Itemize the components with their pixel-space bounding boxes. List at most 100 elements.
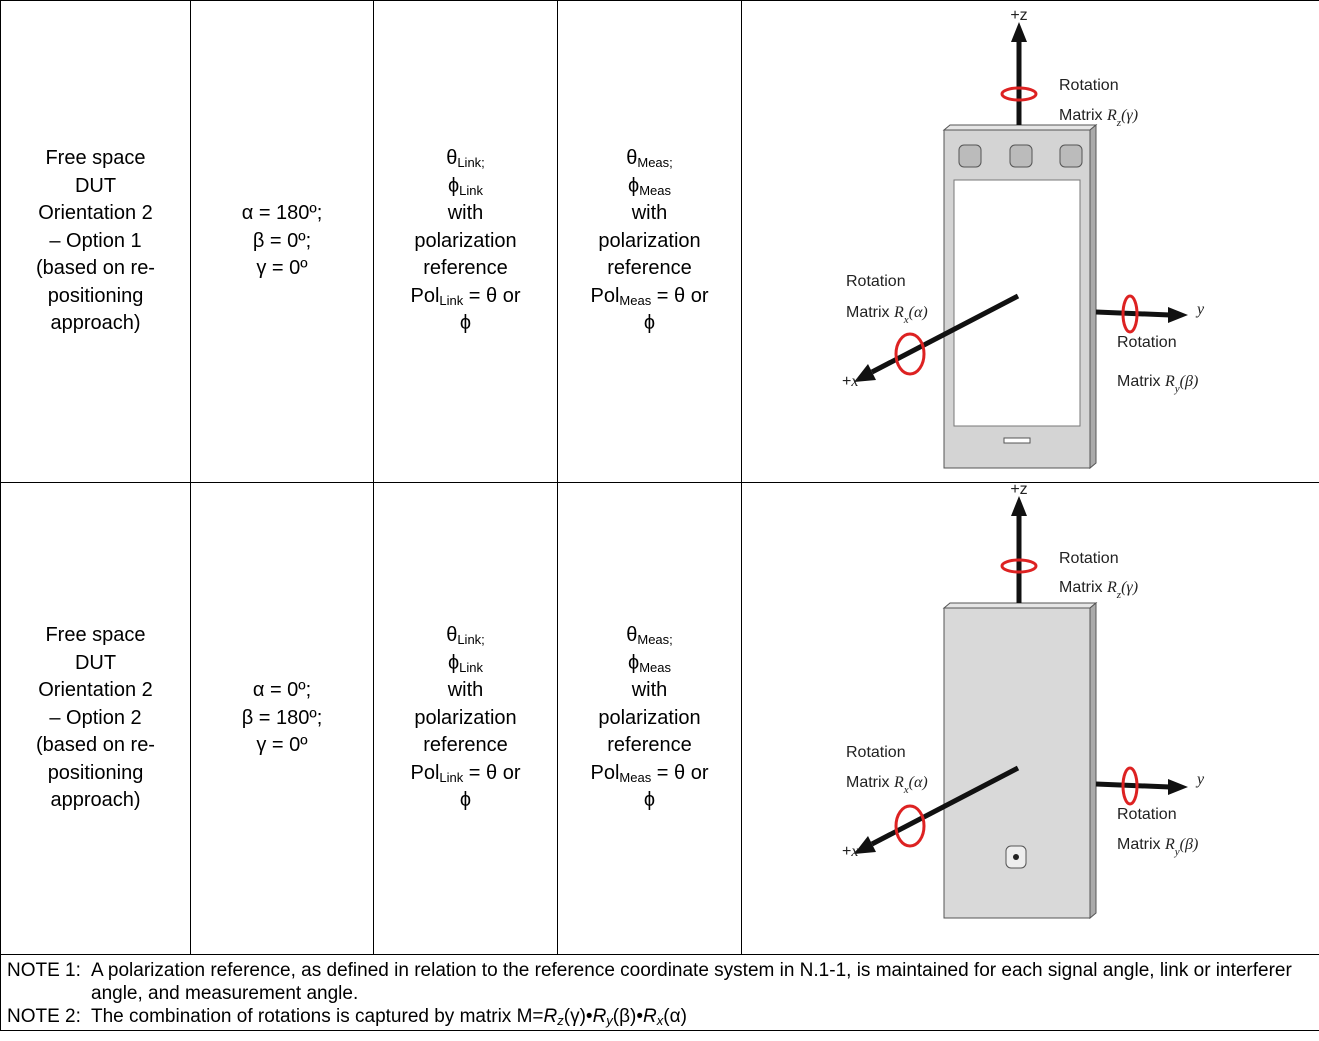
diagram-label: Matrix Rx(α) [846, 774, 928, 796]
diagram-label: Rotation [846, 744, 906, 761]
subscript-run: Meas [639, 659, 671, 675]
subscript-run: z [557, 1013, 564, 1028]
note-text: The combination of rotations is captured… [91, 1005, 687, 1028]
phone-camera-lens [1013, 853, 1019, 860]
cell-line: α = 0º; [191, 677, 373, 705]
text-run: ϕ [447, 651, 460, 674]
diagram-label: y [1195, 301, 1205, 318]
text-run: Matrix [1117, 373, 1165, 390]
notes-row: NOTE 1: A polarization reference, as defi… [0, 954, 1319, 1031]
cell-line: PolMeas = θ or [558, 283, 741, 311]
text-run: ϕ [628, 174, 640, 197]
subscript-run: y [1174, 846, 1180, 858]
table-cell: θLink; ϕLink with polarization reference PolL… [373, 0, 558, 483]
text-run: Rotation [846, 273, 906, 290]
cell-line: – Option 2 [1, 705, 190, 733]
note: NOTE 1: A polarization reference, as defi… [1, 959, 1319, 1005]
text-run: = θ or [463, 761, 521, 784]
diagram-label: Matrix Ry(β) [1117, 836, 1198, 858]
diagram-label: Matrix Rz(γ) [1059, 579, 1138, 601]
italic-run: x [850, 373, 858, 390]
subscript-run: y [1174, 383, 1180, 395]
x-rotation [894, 804, 926, 847]
subscript-run: x [656, 1013, 664, 1028]
text-run: polarization [414, 229, 517, 252]
text-run: Free space [45, 147, 146, 170]
cell-line: reference [374, 255, 557, 283]
text-run: = θ or [651, 761, 709, 784]
subscript-run: Link [439, 292, 464, 308]
text-run: reference [423, 257, 508, 280]
text-run: θ [626, 147, 638, 170]
z-arrowhead [1011, 495, 1027, 516]
y-axis [1095, 309, 1171, 317]
text-run: – Option 1 [49, 229, 142, 252]
text-run: θ [626, 624, 638, 647]
phone-button [1009, 144, 1033, 167]
note-label: NOTE 1: [7, 960, 81, 981]
text-run: reference [607, 734, 692, 757]
text-run: Matrix [1117, 836, 1165, 853]
italic-run: R [1164, 373, 1175, 390]
cell-line: θLink; [374, 622, 557, 650]
cell-line: (based on re- [1, 255, 190, 283]
text-run: – Option 2 [49, 706, 142, 729]
text-run: = θ or [463, 284, 521, 307]
diagram-label: Rotation [1059, 77, 1119, 94]
text-run: DUT [74, 174, 117, 197]
text-run: Orientation 2 [38, 679, 153, 702]
text-run: Matrix [846, 774, 894, 791]
subscript-run: Link [439, 769, 464, 785]
text-run: Pol [410, 761, 440, 784]
text-run: positioning [47, 284, 144, 307]
cell-line: (based on re- [1, 732, 190, 760]
text-run: Rotation [1117, 334, 1177, 351]
italic-run: x [850, 843, 858, 860]
italic-run: (β) [1180, 373, 1199, 390]
z-arrowhead [1011, 21, 1027, 42]
cell-line: approach) [1, 787, 190, 815]
cell-line: Free space [1, 145, 190, 173]
table-cell: θMeas; ϕMeas with polarization reference PolM… [557, 482, 742, 955]
table-cell: Free space DUT Orientation 2 – Option 2 (bas… [0, 482, 191, 955]
cell-line: ϕMeas [558, 650, 741, 678]
text-run: Free space [45, 624, 146, 647]
subscript-run: Link [459, 659, 484, 675]
text-run: Rotation [846, 744, 906, 761]
text-run: = θ or [651, 284, 709, 307]
cell-line: positioning [1, 760, 190, 788]
table-cell: α = 0º; β = 180º; γ = 0º [190, 482, 374, 955]
diagram-label: +z [1010, 484, 1027, 498]
cell-line: PolLink = θ or [374, 760, 557, 788]
cell-line: with [558, 677, 741, 705]
diagram-label: +z [1010, 7, 1027, 24]
cell-line: ϕLink [374, 650, 557, 678]
y-axis [1095, 781, 1171, 789]
cell-line: β = 180º; [191, 705, 373, 733]
note: NOTE 2: The combination of rotations is c… [1, 1005, 1319, 1028]
text-run: + [842, 373, 851, 390]
text-run: ϕ [459, 312, 472, 335]
cell-line: DUT [1, 173, 190, 201]
notes-cell: NOTE 1: A polarization reference, as defi… [0, 954, 1319, 1031]
cell-line: – Option 1 [1, 228, 190, 256]
text-run: The combination of rotations is captured… [91, 1006, 544, 1027]
italic-run: y [1195, 301, 1205, 318]
phone-top-edge [942, 602, 1098, 608]
phone-speaker [1003, 437, 1031, 443]
diagram-label: Matrix Rx(α) [846, 304, 928, 326]
text-run: ϕ [447, 174, 460, 197]
table-row: Free space DUT Orientation 2 – Option 1 (bas… [0, 0, 1319, 483]
text-run: polarization [414, 706, 517, 729]
text-run: +z [1010, 484, 1027, 498]
text-run: α = 0º; [252, 679, 312, 702]
table-cell: θMeas; ϕMeas with polarization reference PolM… [557, 0, 742, 483]
subscript-run: z [1116, 589, 1122, 601]
text-run: Pol [590, 284, 620, 307]
cell-line: polarization [374, 228, 557, 256]
cell-line: ϕ [558, 310, 741, 338]
subscript-run: Link; [457, 155, 485, 171]
cell-line: polarization [374, 705, 557, 733]
text-run: γ = 0º [256, 734, 308, 757]
